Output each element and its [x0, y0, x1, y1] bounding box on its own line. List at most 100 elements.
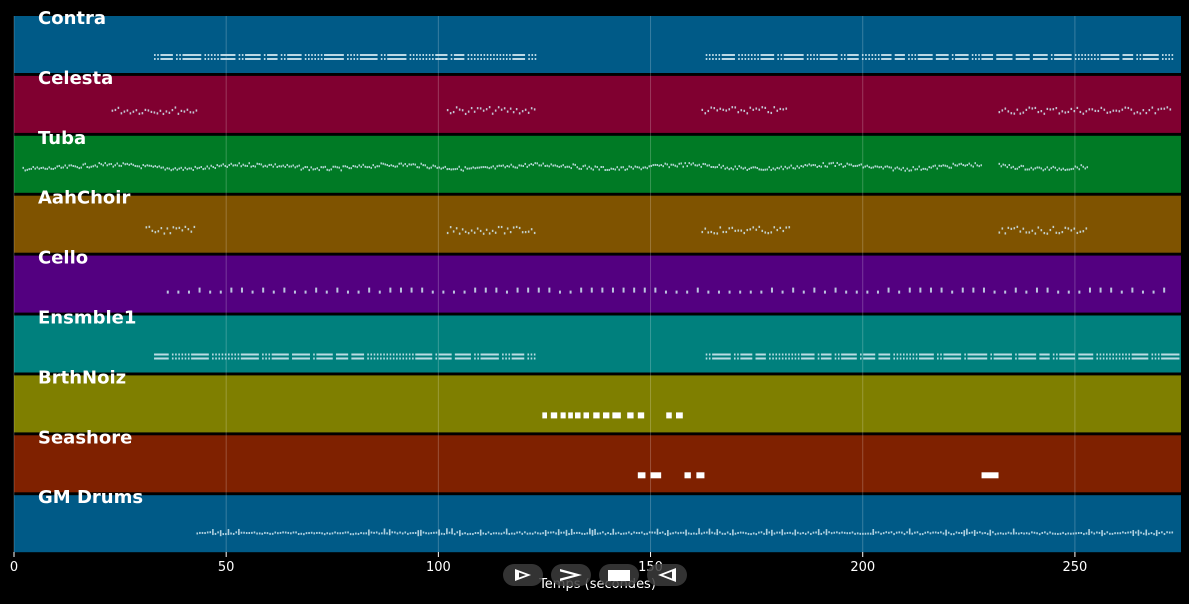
note-mark — [389, 357, 392, 360]
note-mark — [325, 290, 328, 294]
stop-button[interactable] — [599, 564, 639, 586]
note-mark — [318, 531, 321, 534]
note-mark — [512, 226, 515, 229]
note-mark — [806, 54, 809, 56]
note-mark — [386, 357, 389, 360]
note-mark — [1013, 227, 1016, 230]
note-mark — [264, 164, 266, 167]
note-mark — [262, 165, 264, 168]
note-mark — [654, 163, 656, 166]
note-mark — [970, 164, 972, 167]
note-mark — [453, 533, 456, 536]
note-mark — [467, 232, 470, 235]
note-mark — [788, 357, 790, 360]
note-mark — [737, 111, 740, 114]
note-mark — [1112, 353, 1115, 356]
note-mark — [505, 528, 508, 535]
note-mark — [425, 58, 428, 60]
note-mark — [687, 532, 690, 535]
note-mark — [737, 353, 739, 356]
note-mark — [734, 165, 736, 168]
note-mark — [427, 532, 430, 535]
note-mark — [538, 164, 540, 167]
note-mark — [1018, 166, 1021, 169]
note-mark — [456, 167, 458, 170]
note-mark — [682, 165, 684, 168]
note-mark — [552, 164, 554, 167]
note-mark — [715, 58, 717, 60]
note-mark — [785, 353, 787, 356]
note-mark — [749, 228, 752, 231]
note-mark — [358, 164, 360, 167]
note-mark — [368, 165, 370, 168]
note-mark — [614, 168, 616, 171]
note-mark — [396, 353, 398, 356]
note-mark — [142, 163, 144, 166]
note-mark — [1066, 168, 1069, 171]
note-mark — [747, 532, 750, 535]
note-mark — [583, 532, 586, 535]
note-block — [650, 472, 662, 479]
play-button[interactable] — [503, 564, 543, 586]
note-mark — [1145, 111, 1148, 115]
note-mark — [539, 532, 542, 535]
note-mark — [725, 109, 728, 112]
note-mark — [488, 232, 491, 235]
note-mark — [607, 532, 609, 535]
note-mark — [862, 166, 864, 169]
note-mark — [772, 357, 774, 360]
note-mark — [817, 357, 820, 360]
note-mark — [641, 531, 643, 534]
note-mark — [469, 532, 472, 535]
note-mark — [316, 353, 333, 356]
note-mark — [1084, 54, 1087, 56]
note-mark — [272, 165, 274, 168]
note-mark — [357, 532, 360, 535]
note-mark — [212, 529, 214, 536]
note-mark — [412, 357, 414, 360]
note-mark — [404, 531, 407, 534]
tick-label: 0 — [10, 560, 18, 575]
note-mark — [825, 529, 828, 536]
note-mark — [850, 163, 852, 166]
note-mark — [38, 167, 40, 170]
note-mark — [966, 164, 968, 167]
note-mark — [435, 54, 448, 56]
note-mark — [505, 58, 508, 60]
note-mark — [943, 357, 962, 360]
note-mark — [912, 166, 914, 169]
note-mark — [364, 165, 366, 168]
note-mark — [852, 165, 854, 168]
note-mark — [880, 165, 882, 168]
note-mark — [1079, 230, 1082, 233]
note-mark — [845, 290, 848, 294]
note-mark — [755, 228, 758, 231]
note-mark — [509, 107, 512, 110]
note-mark — [306, 166, 308, 169]
note-mark — [890, 166, 892, 169]
note-mark — [1157, 108, 1160, 111]
note-mark — [1135, 531, 1137, 534]
track-lane — [14, 16, 1181, 73]
note-mark — [730, 167, 732, 170]
note-mark — [399, 353, 401, 356]
forward-button[interactable] — [551, 564, 591, 586]
note-mark — [1076, 231, 1079, 235]
note-mark — [311, 54, 313, 56]
note-mark — [615, 532, 617, 535]
note-mark — [182, 58, 202, 60]
note-mark — [392, 353, 395, 356]
note-mark — [1118, 353, 1121, 356]
note-mark — [218, 165, 220, 168]
note-mark — [956, 164, 958, 167]
note-mark — [458, 232, 461, 235]
note-mark — [924, 167, 926, 170]
note-mark — [218, 353, 221, 356]
note-mark — [184, 166, 186, 169]
note-mark — [245, 54, 261, 56]
note-mark — [487, 531, 490, 534]
note-mark — [938, 164, 940, 167]
rewind-button[interactable] — [647, 564, 687, 586]
note-mark — [947, 531, 950, 534]
note-mark — [399, 287, 402, 293]
